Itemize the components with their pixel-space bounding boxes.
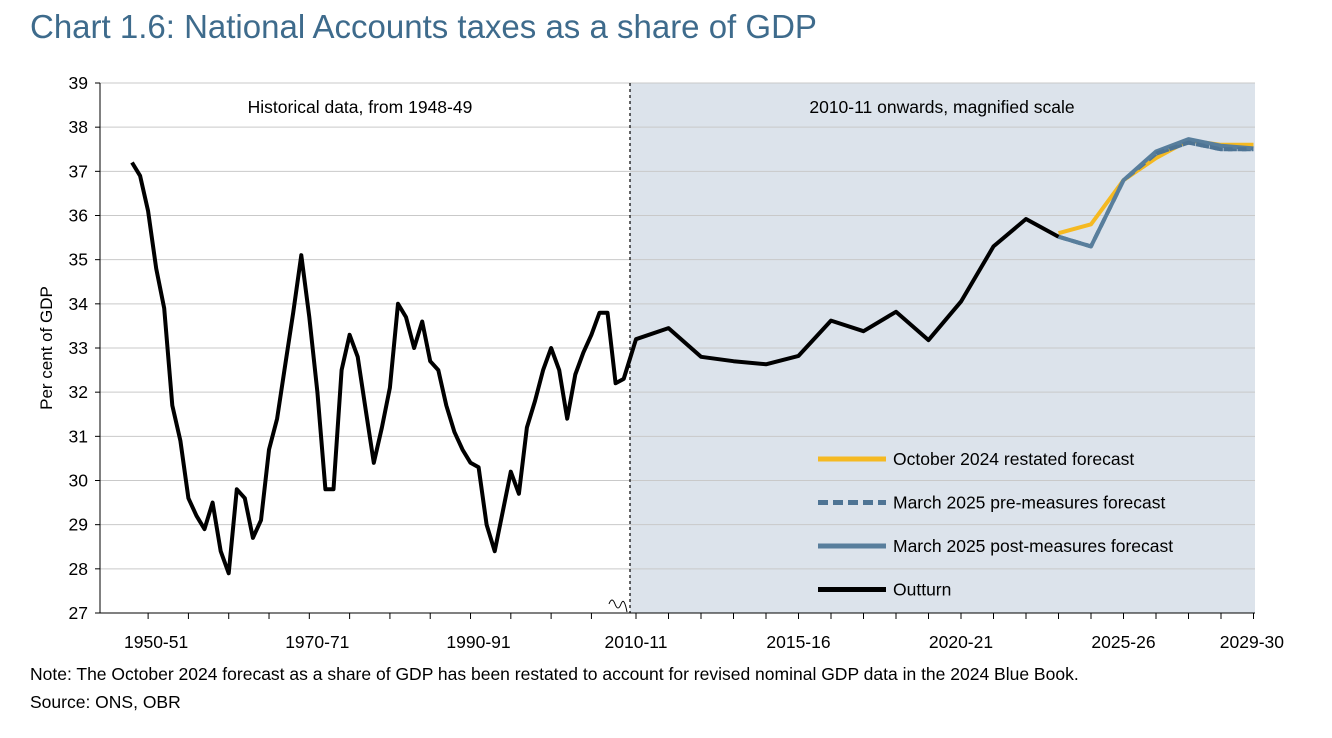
legend-label: October 2024 restated forecast	[893, 449, 1134, 469]
y-tick-label: 30	[69, 471, 89, 491]
y-tick-label: 39	[69, 73, 88, 93]
legend: October 2024 restated forecast March 2025…	[818, 449, 1173, 600]
legend-label: Outturn	[893, 580, 951, 600]
series-line-march-2025-post-measures	[1057, 137, 1254, 249]
x-axis-ticks: 1950-51 1970-71 1990-91 2010-11 2015-16 2020-…	[124, 613, 1284, 652]
panel-label-magnified: 2010-11 onwards, magnified scale	[809, 97, 1074, 117]
legend-label: March 2025 post-measures forecast	[893, 536, 1173, 556]
axis-break-mark	[608, 599, 628, 613]
x-tick-label: 1950-51	[124, 632, 188, 652]
x-tick-label: 1990-91	[446, 632, 510, 652]
y-tick-label: 38	[69, 117, 88, 137]
chart-source: Source: ONS, OBR	[30, 692, 181, 712]
x-tick-label: 2029-30	[1220, 632, 1284, 652]
x-tick-label: 2015-16	[766, 632, 830, 652]
y-tick-label: 32	[69, 382, 88, 402]
y-axis-label: Per cent of GDP	[37, 286, 56, 410]
y-tick-label: 36	[69, 206, 88, 226]
y-tick-label: 35	[69, 250, 88, 270]
x-tick-label: 2010-11	[605, 632, 668, 652]
y-tick-label: 29	[69, 515, 88, 535]
x-tick-label: 2020-21	[929, 632, 993, 652]
legend-label: March 2025 pre-measures forecast	[893, 493, 1165, 513]
series-line-outturn	[130, 161, 1060, 576]
panel-label-historical: Historical data, from 1948-49	[248, 97, 473, 117]
y-tick-label: 37	[69, 161, 88, 181]
gridlines	[100, 82, 1255, 570]
chart-note: Note: The October 2024 forecast as a sha…	[30, 664, 1079, 684]
series-lines	[130, 137, 1254, 576]
y-tick-label: 31	[69, 426, 88, 446]
y-tick-label: 34	[69, 294, 89, 314]
x-tick-label: 2025-26	[1091, 632, 1155, 652]
y-tick-label: 28	[69, 559, 88, 579]
y-axis-ticks: 27 28 29 30 31 32 33 34 35 36 37 38 39	[69, 73, 100, 623]
y-tick-label: 33	[69, 338, 88, 358]
chart-title: Chart 1.6: National Accounts taxes as a …	[30, 8, 817, 45]
x-tick-label: 1970-71	[285, 632, 349, 652]
y-tick-label: 27	[69, 603, 88, 623]
series-line-march-2025-pre-measures-overlay	[1155, 140, 1254, 156]
